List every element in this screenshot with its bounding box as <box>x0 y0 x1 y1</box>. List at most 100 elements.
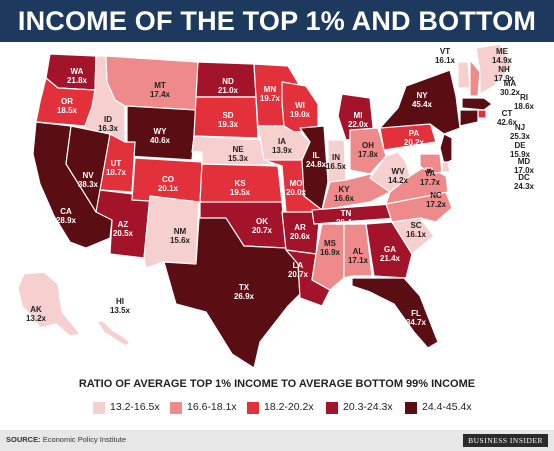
state-abbr-nm: NM <box>174 227 187 236</box>
state-sd <box>193 96 259 139</box>
state-value-mn: 19.7x <box>260 94 281 103</box>
state-value-me: 14.9x <box>492 56 513 65</box>
state-value-nd: 21.0x <box>218 86 239 95</box>
state-de <box>441 161 451 173</box>
state-value-il: 24.8x <box>306 160 327 169</box>
state-fl <box>351 277 439 349</box>
state-nm <box>143 195 200 269</box>
state-abbr-la: LA <box>293 261 304 270</box>
state-abbr-nv: NV <box>82 171 94 180</box>
state-abbr-ca: CA <box>60 207 72 216</box>
state-ma <box>461 97 493 111</box>
state-abbr-il: IL <box>312 151 319 160</box>
state-me <box>475 43 513 95</box>
state-value-al: 17.1x <box>348 256 369 265</box>
state-value-mi: 22.0x <box>348 120 369 129</box>
state-abbr-or: OR <box>61 97 73 106</box>
state-value-or: 18.5x <box>57 106 78 115</box>
state-abbr-wi: WI <box>295 101 305 110</box>
state-ct <box>459 109 479 127</box>
state-value-nj: 25.3x <box>510 132 531 141</box>
state-abbr-ri: RI <box>520 93 528 102</box>
state-abbr-ga: GA <box>384 245 396 254</box>
state-abbr-mn: MN <box>264 85 277 94</box>
state-value-mo: 20.0x <box>286 188 307 197</box>
state-value-ak: 13.2x <box>26 314 47 323</box>
state-abbr-me: ME <box>496 47 509 56</box>
state-value-ma: 30.2x <box>500 88 521 97</box>
state-abbr-dc: DC <box>518 173 530 182</box>
state-value-ne: 15.3x <box>228 154 249 163</box>
state-abbr-ia: IA <box>278 137 286 146</box>
state-value-nv: 38.3x <box>78 180 99 189</box>
state-abbr-sd: SD <box>222 111 233 120</box>
state-dc <box>425 167 433 175</box>
state-abbr-az: AZ <box>118 220 129 229</box>
state-ut <box>99 133 136 193</box>
state-nj <box>439 133 453 165</box>
state-abbr-nd: ND <box>222 77 234 86</box>
state-value-ia: 13.9x <box>272 146 293 155</box>
state-value-ok: 20.7x <box>252 226 273 235</box>
state-abbr-de: DE <box>514 141 526 150</box>
state-abbr-pa: PA <box>409 129 420 138</box>
state-value-co: 20.1x <box>158 184 179 193</box>
state-abbr-mi: MI <box>354 111 363 120</box>
state-wv <box>369 151 411 193</box>
state-abbr-nh: NH <box>498 65 510 74</box>
state-value-wv: 14.2x <box>388 176 409 185</box>
state-abbr-md: MD <box>518 157 531 166</box>
state-value-vt: 16.1x <box>435 56 456 65</box>
state-value-md: 17.0x <box>514 166 535 175</box>
state-wy <box>126 105 197 161</box>
state-value-ga: 21.4x <box>380 254 401 263</box>
state-abbr-ak: AK <box>30 305 42 314</box>
legend-swatch <box>170 402 182 414</box>
state-value-ar: 20.6x <box>290 232 311 241</box>
state-oh <box>349 127 387 175</box>
brand-logo: BUSINESS INSIDER <box>463 434 548 447</box>
state-abbr-ut: UT <box>111 159 122 168</box>
state-abbr-hi: HI <box>116 297 124 306</box>
legend-swatch <box>93 402 105 414</box>
state-abbr-co: CO <box>162 175 174 184</box>
state-value-in: 16.5x <box>326 162 347 171</box>
source-note: SOURCE: Economic Policy Institute <box>6 435 126 444</box>
state-value-tn: 20.4x <box>336 218 357 227</box>
state-mt <box>105 55 199 111</box>
state-value-az: 20.5x <box>113 229 134 238</box>
state-abbr-fl: FL <box>411 309 421 318</box>
state-abbr-mo: MO <box>290 179 303 188</box>
state-value-ky: 16.6x <box>334 194 355 203</box>
state-abbr-ma: MA <box>504 79 517 88</box>
state-value-sd: 19.3x <box>218 120 239 129</box>
state-abbr-ny: NY <box>416 91 428 100</box>
state-abbr-id: ID <box>104 115 112 124</box>
state-value-ca: 28.9x <box>56 216 77 225</box>
state-abbr-ne: NE <box>232 145 244 154</box>
state-abbr-ky: KY <box>338 185 350 194</box>
state-value-la: 20.7x <box>288 270 309 279</box>
state-value-tx: 26.9x <box>234 292 255 301</box>
state-abbr-tn: TN <box>341 209 352 218</box>
legend-swatch <box>247 402 259 414</box>
page-title: INCOME OF THE TOP 1% AND BOTTOM 99% <box>17 6 537 67</box>
state-value-sc: 16.1x <box>406 230 427 239</box>
state-abbr-va: VA <box>425 169 436 178</box>
us-map: WA21.8xOR18.5xCA28.9xID16.3xNV38.3xMT17.… <box>17 43 535 369</box>
state-abbr-mt: MT <box>154 81 166 90</box>
state-abbr-wa: WA <box>71 67 84 76</box>
state-abbr-sc: SC <box>410 221 421 230</box>
legend-swatch <box>405 402 417 414</box>
state-value-nh: 17.9x <box>494 74 515 83</box>
state-value-ut: 18.7x <box>106 168 127 177</box>
state-value-nc: 17.2x <box>426 200 447 209</box>
state-ak <box>17 271 81 337</box>
state-value-wa: 21.8x <box>67 76 88 85</box>
state-abbr-ar: AR <box>294 223 306 232</box>
state-abbr-nj: NJ <box>515 123 525 132</box>
source-label: SOURCE: <box>6 435 41 444</box>
state-abbr-in: IN <box>332 153 340 162</box>
state-value-ms: 16.9x <box>320 248 341 257</box>
state-value-ny: 45.4x <box>412 100 433 109</box>
